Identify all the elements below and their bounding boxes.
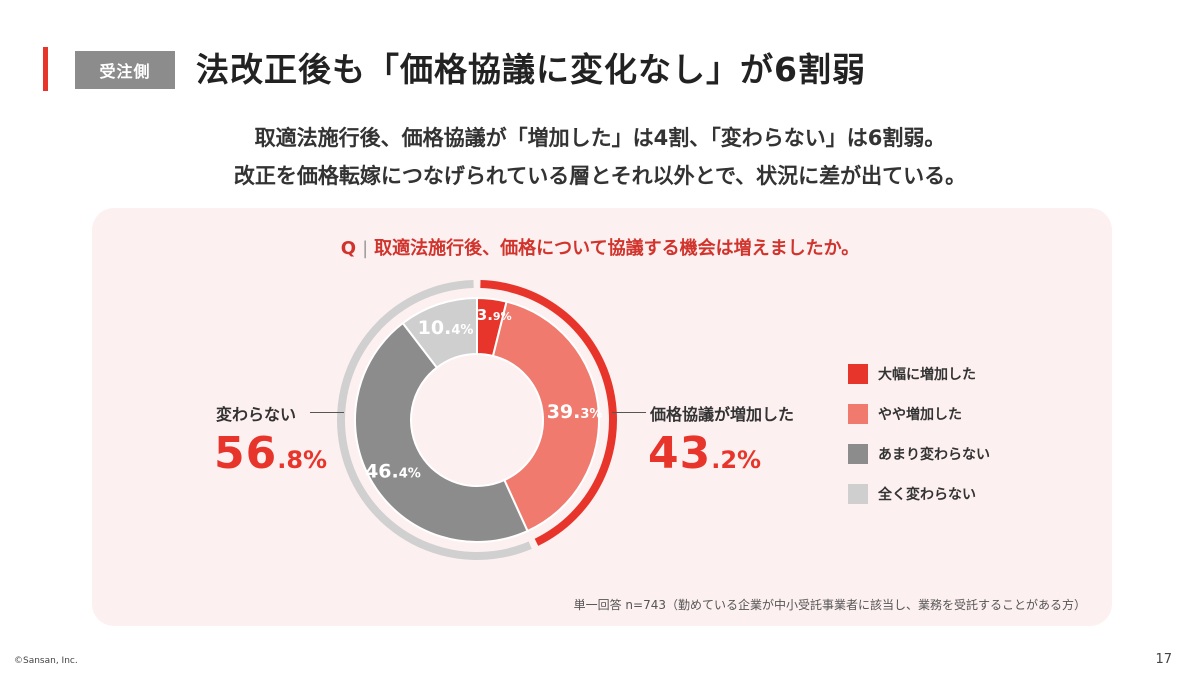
legend-label: 全く変わらない xyxy=(878,487,976,503)
question-prefix: Q xyxy=(340,238,357,259)
left-leader-line xyxy=(310,412,344,413)
chart-panel xyxy=(92,208,1112,626)
right-group-percent: 43.2% xyxy=(648,428,761,479)
page-title: 法改正後も「価格協議に変化なし」が6割弱 xyxy=(196,50,866,89)
right-leader-line xyxy=(612,412,646,413)
legend-label: やや増加した xyxy=(878,407,962,423)
slice-labels: 3.9% 39.3% 46.4% 10.4% xyxy=(365,306,602,483)
legend: 大幅に増加した やや増加した あまり変わらない 全く変わらない xyxy=(848,362,990,522)
left-group-label: 変わらない xyxy=(216,405,297,424)
copyright: ©Sansan, Inc. xyxy=(14,656,78,666)
legend-item: 全く変わらない xyxy=(848,482,990,506)
legend-swatch xyxy=(848,444,868,464)
legend-label: 大幅に増加した xyxy=(878,367,976,383)
subtitle-line-2: 改正を価格転嫁につなげられている層とそれ以外とで、状況に差が出ている。 xyxy=(233,164,967,188)
slice-label-3: 10.4% xyxy=(418,317,474,339)
legend-swatch xyxy=(848,484,868,504)
slice-label-2: 46.4% xyxy=(365,460,421,482)
legend-swatch xyxy=(848,364,868,384)
page-number: 17 xyxy=(1155,652,1172,667)
title-accent-bar xyxy=(43,47,48,91)
right-percent-number: 43 xyxy=(648,428,712,479)
left-percent-number: 56 xyxy=(214,428,278,479)
legend-item: あまり変わらない xyxy=(848,442,990,466)
question-text: Q | 取適法施行後、価格について協議する機会は増えましたか。 xyxy=(0,234,1200,260)
left-group-percent: 56.8% xyxy=(214,428,327,479)
donut-slice-2 xyxy=(354,321,529,543)
slice-label-0: 3.9% xyxy=(477,306,512,324)
right-percent-unit: .2% xyxy=(711,446,762,474)
subtitle-line-1: 取適法施行後、価格協議が「増加した」は4割、「変わらない」は6割弱。 xyxy=(254,126,946,150)
inner-donut xyxy=(354,296,600,543)
legend-label: あまり変わらない xyxy=(878,447,990,463)
slice-label-1: 39.3% xyxy=(547,401,603,423)
right-group-label: 価格協議が増加した xyxy=(650,405,795,424)
legend-swatch xyxy=(848,404,868,424)
question-separator: | xyxy=(362,238,369,259)
sample-note: 単一回答 n=743（勤めている企業が中小受託事業者に該当し、業務を受託すること… xyxy=(573,598,1086,612)
donut-slice-1 xyxy=(491,300,600,533)
legend-item: やや増加した xyxy=(848,402,990,426)
question-body: 取適法施行後、価格について協議する機会は増えましたか。 xyxy=(374,238,860,259)
left-percent-unit: .8% xyxy=(277,446,328,474)
donut-slice-3 xyxy=(401,296,478,369)
legend-item: 大幅に増加した xyxy=(848,362,990,386)
respondent-tag: 受注側 xyxy=(75,51,175,89)
